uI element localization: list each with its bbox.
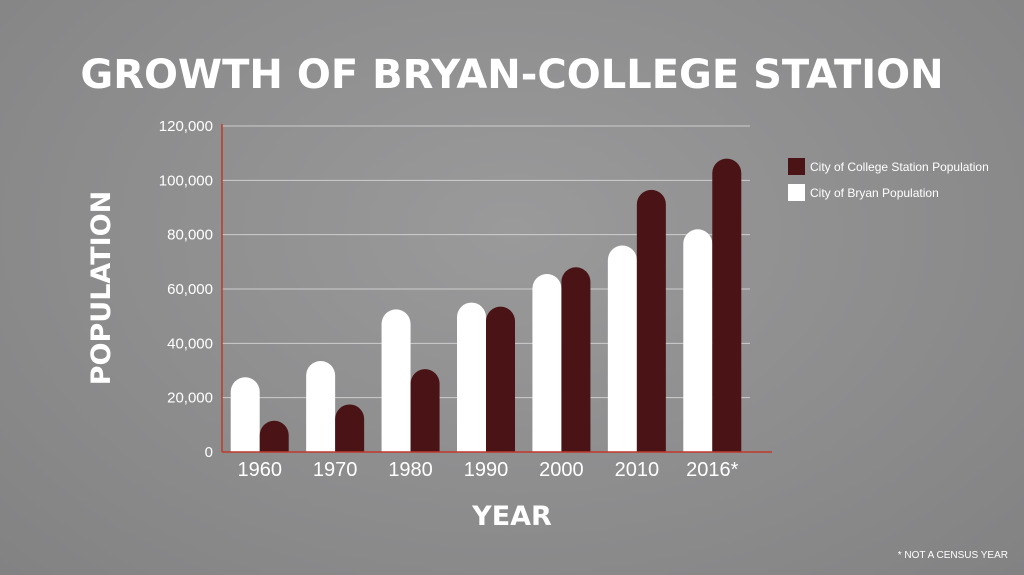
x-tick-label: 1960 [237, 459, 282, 481]
bar-bryan [532, 274, 562, 452]
y-axis-title: POPULATION [86, 191, 117, 385]
bar-college-station [636, 189, 666, 452]
bar-college-station [410, 369, 440, 452]
legend: City of College Station Population City o… [788, 158, 989, 201]
bar-college-station [561, 267, 591, 452]
footnote: * NOT A CENSUS YEAR [898, 550, 1008, 561]
x-axis-ticks: 1960 1970 1980 1990 2000 2010 2016* [237, 459, 738, 481]
bar-bryan [683, 229, 713, 452]
bars [230, 158, 742, 452]
bar-college-station [486, 306, 515, 452]
y-axis-ticks: 0 20,000 40,000 60,000 80,000 100,000 120,000 [159, 118, 213, 461]
bar-bryan [230, 377, 260, 452]
bar-bryan [381, 309, 411, 452]
legend-swatch [788, 158, 805, 175]
y-tick-label: 40,000 [167, 335, 213, 352]
x-axis-title: YEAR [471, 501, 552, 532]
bar-college-station [259, 420, 289, 452]
y-tick-label: 0 [205, 444, 213, 461]
bar-college-station [335, 404, 365, 452]
bar-bryan [607, 245, 637, 452]
legend-label: City of College Station Population [810, 160, 989, 174]
y-tick-label: 100,000 [159, 172, 213, 189]
chart-title: GROWTH OF BRYAN-COLLEGE STATION [80, 52, 943, 98]
x-tick-label: 2010 [615, 459, 660, 481]
legend-swatch [788, 184, 805, 201]
x-tick-label: 1970 [313, 459, 358, 481]
x-tick-label: 2000 [539, 459, 584, 481]
y-tick-label: 20,000 [167, 390, 213, 407]
y-tick-label: 120,000 [159, 118, 213, 135]
y-tick-label: 60,000 [167, 281, 213, 298]
legend-label: City of Bryan Population [810, 186, 939, 200]
bar-college-station [712, 158, 742, 452]
bar-bryan [457, 302, 486, 452]
x-tick-label: 2016* [686, 459, 738, 481]
x-tick-label: 1980 [388, 459, 433, 481]
bar-bryan [306, 360, 336, 452]
axes [221, 124, 772, 453]
y-tick-label: 80,000 [167, 227, 213, 244]
x-tick-label: 1990 [464, 459, 509, 481]
